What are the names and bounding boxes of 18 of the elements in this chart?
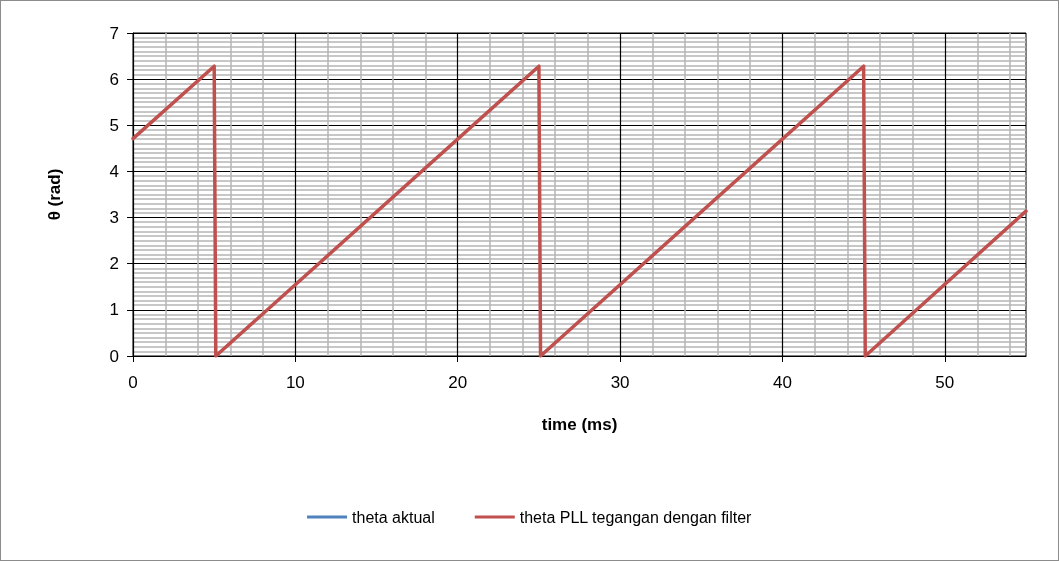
x-tick-label: 50 [935, 373, 955, 392]
y-tick-label: 0 [109, 346, 119, 366]
x-tick-label: 40 [772, 373, 792, 392]
y-tick-label: 4 [109, 161, 119, 181]
y-tick-label: 2 [109, 254, 119, 274]
legend-label: theta PLL tegangan dengan filter [519, 508, 753, 526]
y-tick-label: 1 [109, 300, 119, 320]
x-axis-title: time (ms) [541, 415, 618, 434]
y-tick-label: 3 [109, 208, 119, 228]
y-axis-title: θ (rad) [45, 168, 64, 221]
x-tick-label: 30 [610, 373, 630, 392]
y-tick-label: 6 [109, 69, 119, 89]
x-tick-label: 20 [448, 373, 468, 392]
y-tick-label: 5 [109, 115, 119, 135]
legend-label: theta aktual [352, 508, 435, 526]
x-tick-label: 0 [128, 373, 138, 392]
y-tick-label: 7 [109, 23, 119, 43]
x-tick-label: 10 [285, 373, 305, 392]
